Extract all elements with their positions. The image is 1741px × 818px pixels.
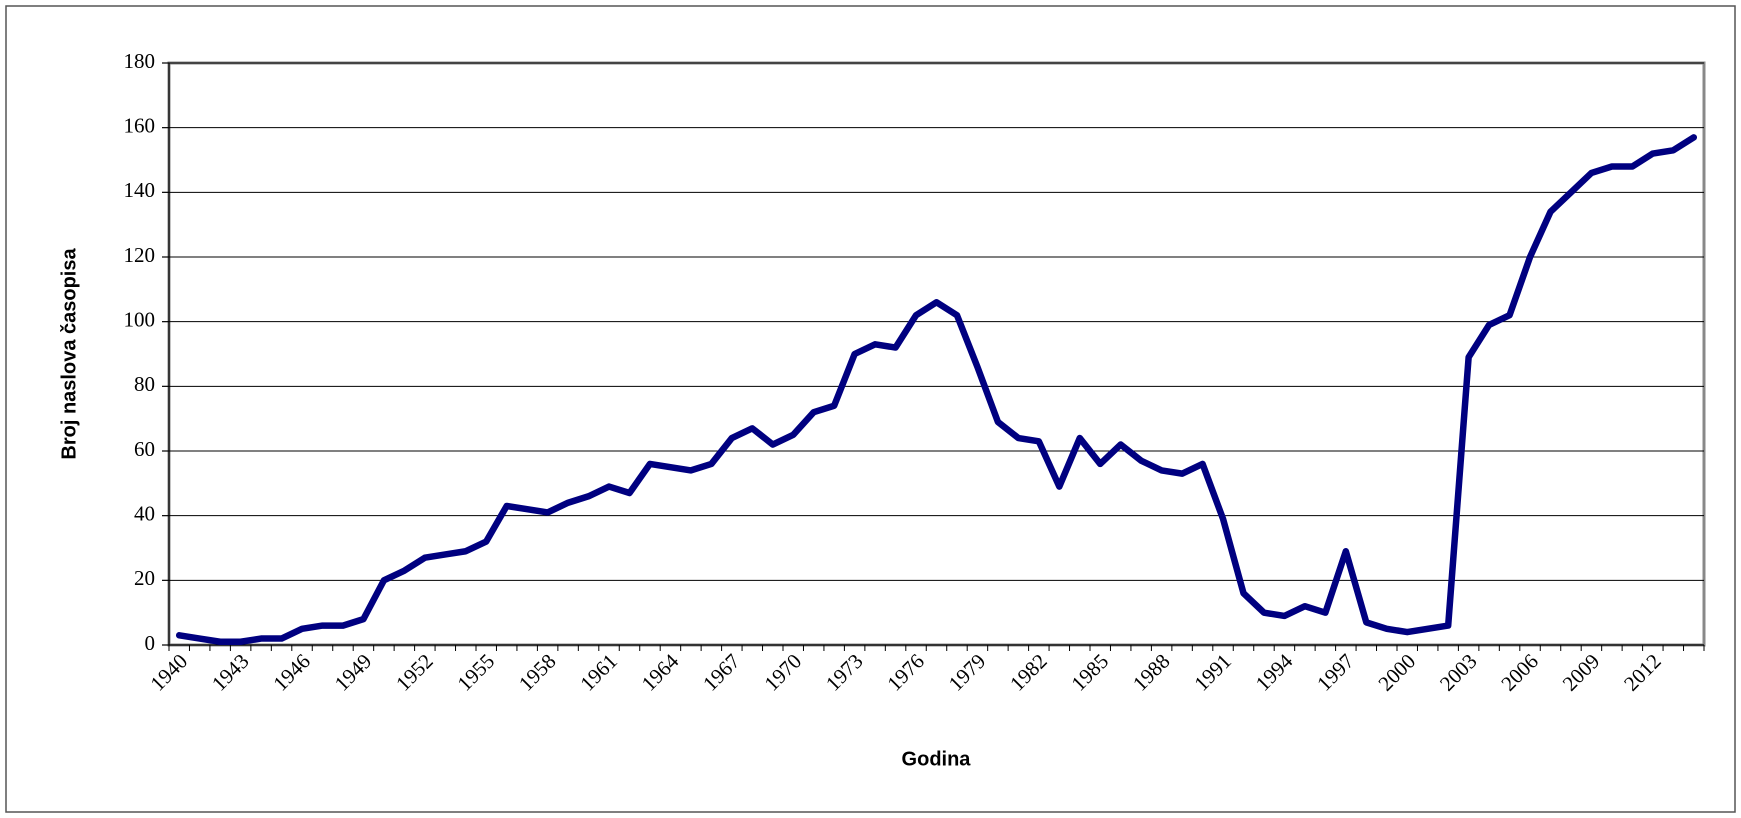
y-tick-label: 80 bbox=[134, 372, 155, 396]
y-tick-label: 20 bbox=[134, 566, 155, 590]
plot-area bbox=[167, 61, 1706, 647]
x-axis-title: Godina bbox=[902, 748, 972, 770]
y-axis-title: Broj naslova časopisa bbox=[58, 248, 80, 460]
y-tick-label: 180 bbox=[124, 49, 156, 73]
y-tick-label: 120 bbox=[124, 243, 156, 267]
y-tick-label: 0 bbox=[145, 631, 156, 655]
y-tick-label: 100 bbox=[124, 307, 156, 331]
data-line bbox=[175, 134, 1698, 646]
y-tick-label: 40 bbox=[134, 501, 155, 525]
y-tick-label: 140 bbox=[124, 178, 156, 202]
y-tick-label: 160 bbox=[124, 113, 156, 137]
y-tick-label: 60 bbox=[134, 437, 155, 461]
